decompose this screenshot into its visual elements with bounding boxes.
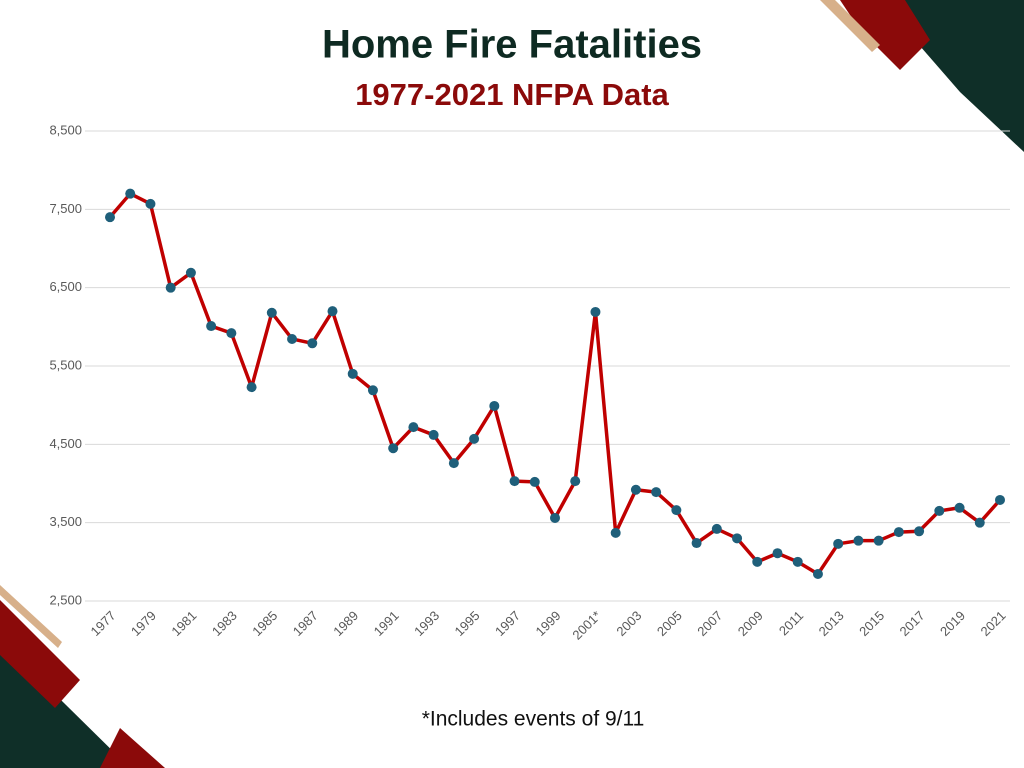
marker — [388, 443, 399, 454]
x-tick-label: 1997 — [492, 608, 523, 639]
marker — [873, 535, 884, 546]
marker — [752, 556, 763, 567]
y-tick-label: 7,500 — [49, 201, 82, 216]
x-tick-label: 1989 — [330, 608, 361, 639]
marker — [165, 282, 176, 293]
x-tick-label: 2017 — [897, 608, 928, 639]
x-tick-label: 2005 — [654, 608, 685, 639]
marker — [226, 328, 237, 339]
y-tick-label: 6,500 — [49, 279, 82, 294]
marker — [812, 568, 823, 579]
y-tick-label: 4,500 — [49, 436, 82, 451]
marker — [893, 527, 904, 538]
marker — [792, 556, 803, 567]
marker — [246, 382, 257, 393]
marker — [610, 527, 621, 538]
x-tick-label: 1979 — [128, 608, 159, 639]
y-tick-label: 8,500 — [49, 122, 82, 137]
marker — [509, 476, 520, 487]
x-tick-label: 1993 — [411, 608, 442, 639]
marker — [711, 523, 722, 534]
marker — [772, 548, 783, 559]
marker — [367, 385, 378, 396]
x-tick-label: 2011 — [776, 608, 806, 638]
x-tick-label: 2001* — [569, 608, 604, 643]
x-tick-label: 1983 — [209, 608, 240, 639]
x-tick-label: 2019 — [937, 608, 968, 639]
x-tick-label: 1991 — [371, 608, 402, 639]
y-tick-label: 5,500 — [49, 357, 82, 372]
marker — [995, 494, 1005, 505]
x-tick-label: 1977 — [87, 608, 118, 639]
marker — [853, 535, 864, 546]
marker — [833, 538, 844, 549]
marker — [550, 512, 560, 523]
marker — [691, 538, 702, 549]
marker — [287, 333, 298, 344]
marker — [448, 458, 459, 469]
x-tick-label: 2013 — [816, 608, 847, 639]
marker — [974, 517, 985, 528]
x-tick-label: 2021 — [977, 608, 1008, 639]
y-tick-label: 2,500 — [49, 592, 82, 607]
marker — [408, 422, 419, 433]
marker — [671, 505, 682, 516]
marker — [529, 476, 540, 487]
plot: 2,500 3,500 4,500 5,500 6,500 7,500 8,500 1977 1… — [49, 122, 1010, 643]
x-tick-label: 1985 — [249, 608, 280, 639]
y-tick-label: 3,500 — [49, 514, 82, 529]
x-tick-label: 2009 — [735, 608, 766, 639]
marker — [914, 526, 925, 537]
marker — [327, 306, 338, 317]
marker — [934, 505, 945, 516]
x-tick-label: 1981 — [168, 608, 199, 639]
chart-title: Home Fire Fatalities — [322, 23, 702, 67]
marker — [145, 198, 156, 209]
marker — [428, 429, 439, 440]
marker — [105, 212, 115, 223]
marker — [307, 338, 318, 349]
x-tick-label: 2003 — [613, 608, 644, 639]
marker — [630, 484, 641, 495]
marker — [651, 487, 662, 498]
marker — [347, 368, 358, 379]
marker — [469, 433, 480, 444]
marker — [266, 307, 277, 318]
marker — [590, 306, 601, 317]
x-tick-label: 2007 — [694, 608, 725, 639]
marker — [732, 533, 743, 544]
x-tick-label: 1999 — [532, 608, 563, 639]
footnote: *Includes events of 9/11 — [422, 708, 645, 731]
marker — [125, 188, 136, 199]
x-tick-label: 1987 — [290, 608, 321, 639]
chart-subtitle: 1977-2021 NFPA Data — [355, 77, 669, 112]
marker — [185, 267, 196, 278]
marker — [570, 476, 581, 487]
marker — [206, 321, 217, 332]
marker — [489, 400, 500, 411]
x-tick-label: 1995 — [452, 608, 483, 639]
x-tick-label: 2015 — [856, 608, 887, 639]
marker — [954, 502, 965, 513]
